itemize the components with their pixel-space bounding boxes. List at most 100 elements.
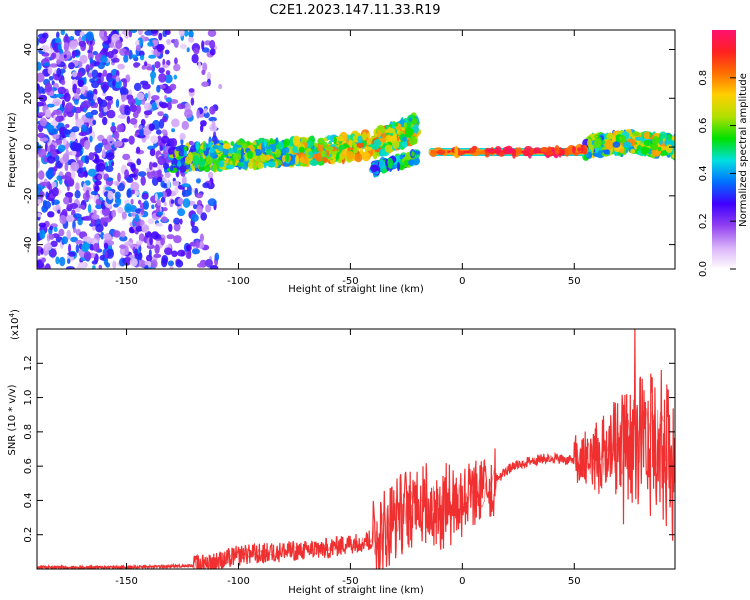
spectrogram-cell <box>408 159 415 166</box>
x-tick-label: 50 <box>568 276 581 287</box>
spectrogram-cell <box>83 170 88 178</box>
spectrogram-cell <box>554 145 560 155</box>
spectrogram-cell <box>198 61 201 70</box>
spectrogram-cell <box>87 168 97 177</box>
spectrogram-cell <box>116 198 122 206</box>
spectrogram-cell <box>285 140 290 147</box>
spectrogram-cell <box>200 212 207 221</box>
spectrogram-cell <box>49 63 59 68</box>
spectrogram-cell <box>129 118 138 125</box>
colorbar-tick-label: 0.6 <box>698 118 709 134</box>
spectrogram-cell <box>134 213 140 223</box>
spectrogram-cell <box>49 91 55 96</box>
spectrogram-cell <box>202 182 210 189</box>
spectrogram-cell <box>101 149 106 158</box>
spectrogram-cell <box>115 98 120 108</box>
spectrogram-cell <box>68 251 76 257</box>
spectrogram-cell <box>247 160 254 169</box>
spectrogram-cell <box>162 64 169 69</box>
snr-multiplier-base: (x10 <box>10 317 21 340</box>
spectrogram-cell <box>135 44 141 52</box>
spectrogram-cell <box>158 67 165 74</box>
spectrogram-cell <box>39 137 49 142</box>
spectrogram-cell <box>64 162 69 172</box>
spectrogram-cell <box>468 147 476 154</box>
spectrogram-cell <box>582 147 588 155</box>
spectrogram-cell <box>156 176 163 183</box>
spectrogram-cell <box>93 242 100 252</box>
spectrogram-cell <box>41 257 46 263</box>
spectrogram-cell <box>166 59 171 66</box>
spectrogram-cell <box>72 83 78 94</box>
spectrogram-cell <box>326 135 332 141</box>
spectrogram-cell <box>177 208 186 217</box>
spectrogram-cell <box>372 153 377 159</box>
spectrogram-cell <box>115 75 120 83</box>
spectrogram-cell <box>185 250 191 259</box>
spectrogram-cell <box>37 170 45 180</box>
spectrogram-cell <box>140 175 146 186</box>
spectrogram-cell <box>222 143 231 150</box>
spectrogram-cell <box>151 95 160 101</box>
spectrogram-cell <box>160 237 166 246</box>
spectrogram-cell <box>203 141 207 152</box>
spectrogram-cell <box>173 63 181 72</box>
y-tick-label: 0.2 <box>23 527 34 543</box>
spectrogram-cell <box>104 95 113 101</box>
spectrogram-y-ticks: -40 -20 0 20 40 <box>23 43 675 253</box>
spectrogram-cell <box>308 151 313 156</box>
spectrogram-cell <box>292 135 301 146</box>
spectrogram-cell <box>148 123 155 131</box>
spectrogram-cell <box>411 118 418 124</box>
spectrogram-cell <box>181 183 191 188</box>
spectrogram-cell <box>147 218 155 225</box>
spectrogram-cell <box>662 150 668 156</box>
spectrogram-cell <box>95 198 102 206</box>
spectrogram-cell <box>55 37 62 44</box>
spectrogram-cell <box>97 162 106 172</box>
spectrogram-cell <box>63 110 67 118</box>
spectrogram-cell <box>671 135 675 142</box>
spectrogram-cell <box>230 141 235 147</box>
spectrogram-cell <box>38 191 45 198</box>
spectrogram-cell <box>111 209 117 218</box>
spectrogram-cell <box>150 135 159 144</box>
spectrogram-cell <box>498 152 505 157</box>
spectrogram-cell <box>44 82 53 93</box>
spectrogram-cell <box>133 62 140 68</box>
spectrogram-cell <box>97 72 102 78</box>
spectrogram-cell <box>58 228 65 237</box>
spectrogram-cell <box>209 48 216 56</box>
spectrogram-cell <box>636 145 643 152</box>
spectrogram-cell <box>650 142 658 151</box>
spectrogram-cell <box>237 162 244 167</box>
spectrogram-cell <box>39 117 48 127</box>
spectrogram-cell <box>37 101 44 107</box>
spectrogram-cell <box>128 226 134 234</box>
spectrogram-cell <box>85 189 90 199</box>
spectrogram-cell <box>322 156 329 164</box>
spectrogram-cell <box>102 116 108 126</box>
spectrogram-cell <box>59 214 67 225</box>
spectrogram-cell <box>172 180 180 187</box>
spectrogram-cell <box>139 54 145 61</box>
spectrogram-cell <box>159 145 163 152</box>
spectrogram-cell <box>83 76 87 85</box>
spectrogram-cell <box>104 146 113 151</box>
spectrogram-cell <box>37 160 40 169</box>
spectrogram-cell <box>151 101 157 111</box>
spectrogram-cell <box>299 156 305 164</box>
spectrogram-cell <box>164 49 170 55</box>
spectrogram-cell <box>76 264 85 269</box>
spectrogram-cell <box>207 30 217 37</box>
spectrogram-cell <box>37 212 42 218</box>
spectrogram-cell <box>634 136 643 141</box>
y-tick-label: 1.0 <box>23 390 34 406</box>
spectrogram-cell <box>77 79 85 88</box>
spectrogram-cell <box>78 131 88 137</box>
spectrogram-cell <box>175 259 184 268</box>
spectrogram-cell <box>179 218 183 225</box>
spectrogram-cell <box>52 206 57 211</box>
spectrogram-cell <box>402 140 408 149</box>
spectrogram-cell <box>185 244 192 252</box>
